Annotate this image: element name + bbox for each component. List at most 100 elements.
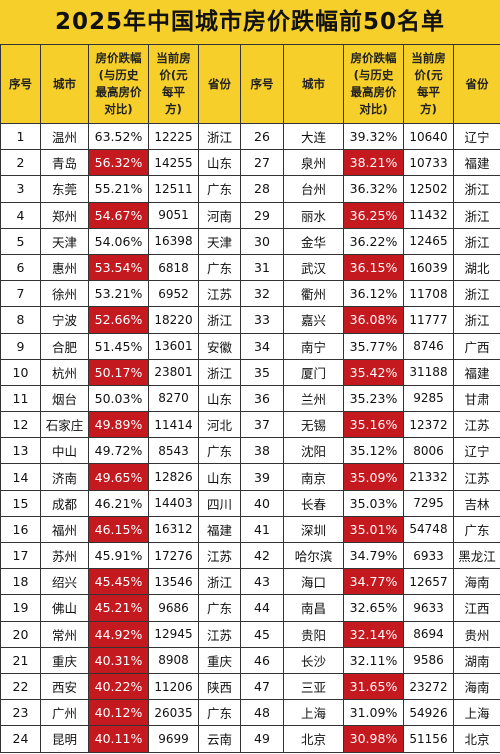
city-cell: 济南 [40, 463, 89, 491]
column-header: 房价跌幅(与历史最高房价对比) [343, 44, 404, 124]
rank-cell: 3 [0, 175, 41, 203]
city-cell: 宁波 [40, 306, 89, 334]
province-cell: 浙江 [453, 306, 500, 334]
decline-cell: 40.22% [88, 672, 149, 701]
province-cell: 海南 [453, 568, 500, 596]
rank-cell: 41 [240, 515, 284, 544]
city-cell: 郑州 [40, 201, 89, 229]
province-cell: 陕西 [198, 672, 241, 701]
rank-cell: 36 [240, 384, 284, 413]
price-cell: 9586 [403, 646, 454, 674]
decline-cell: 49.89% [88, 411, 149, 439]
price-cell: 54748 [403, 515, 454, 544]
price-cell: 16398 [148, 227, 199, 255]
price-cell: 23801 [148, 358, 199, 386]
province-cell: 浙江 [198, 358, 241, 386]
price-cell: 13601 [148, 332, 199, 360]
price-cell: 11432 [403, 201, 454, 229]
decline-cell: 52.66% [88, 306, 149, 334]
province-cell: 黑龙江 [453, 541, 500, 570]
column-header: 城市 [40, 44, 89, 124]
decline-cell: 45.21% [88, 594, 149, 622]
city-cell: 泉州 [283, 149, 344, 177]
province-cell: 重庆 [198, 646, 241, 674]
rank-cell: 11 [0, 384, 41, 413]
rank-cell: 32 [240, 280, 284, 308]
decline-cell: 49.65% [88, 463, 149, 491]
city-cell: 金华 [283, 227, 344, 255]
rank-cell: 48 [240, 699, 284, 727]
province-cell: 安徽 [198, 332, 241, 360]
table-row: 1 温州 63.52% 12225 浙江 26 大连 39.32% 10640 辽宁 [0, 122, 500, 151]
rank-cell: 42 [240, 541, 284, 570]
decline-cell: 31.65% [343, 672, 404, 701]
table-row: 11 烟台 50.03% 8270 山东 36 兰州 35.23% 9285 甘肃 [0, 384, 500, 413]
city-cell: 厦门 [283, 358, 344, 386]
column-header: 省份 [198, 44, 241, 124]
table-row: 15 成都 46.21% 14403 四川 40 长春 35.03% 7295 吉林 [0, 489, 500, 517]
city-cell: 深圳 [283, 515, 344, 544]
price-cell: 13546 [148, 568, 199, 596]
city-cell: 青岛 [40, 149, 89, 177]
decline-cell: 44.92% [88, 620, 149, 648]
price-cell: 6952 [148, 280, 199, 308]
city-cell: 常州 [40, 620, 89, 648]
province-cell: 北京 [453, 725, 500, 753]
city-cell: 三亚 [283, 672, 344, 701]
province-cell: 福建 [453, 149, 500, 177]
rank-cell: 18 [0, 568, 41, 596]
city-cell: 嘉兴 [283, 306, 344, 334]
rank-cell: 13 [0, 437, 41, 465]
table-row: 7 徐州 53.21% 6952 江苏 32 衢州 36.12% 11708 浙江 [0, 280, 500, 308]
price-cell: 54926 [403, 699, 454, 727]
rank-cell: 19 [0, 594, 41, 622]
decline-cell: 50.17% [88, 358, 149, 386]
column-header: 房价跌幅(与历史最高房价对比) [88, 44, 149, 124]
price-cell: 11708 [403, 280, 454, 308]
price-cell: 8006 [403, 437, 454, 465]
price-cell: 12657 [403, 568, 454, 596]
price-cell: 8746 [403, 332, 454, 360]
rank-cell: 16 [0, 515, 41, 544]
rank-cell: 8 [0, 306, 41, 334]
decline-cell: 35.12% [343, 437, 404, 465]
rank-cell: 26 [240, 122, 284, 151]
decline-cell: 54.67% [88, 201, 149, 229]
price-cell: 8543 [148, 437, 199, 465]
table-row: 21 重庆 40.31% 8908 重庆 46 长沙 32.11% 9586 湖南 [0, 646, 500, 674]
city-cell: 北京 [283, 725, 344, 753]
province-cell: 湖南 [453, 646, 500, 674]
table-row: 12 石家庄 49.89% 11414 河北 37 无锡 35.16% 12372 江苏 [0, 411, 500, 439]
price-cell: 12372 [403, 411, 454, 439]
rank-cell: 47 [240, 672, 284, 701]
rank-cell: 43 [240, 568, 284, 596]
province-cell: 福建 [453, 358, 500, 386]
province-cell: 浙江 [453, 280, 500, 308]
province-cell: 湖北 [453, 253, 500, 282]
rank-cell: 23 [0, 699, 41, 727]
decline-cell: 30.98% [343, 725, 404, 753]
table-body: 1 温州 63.52% 12225 浙江 26 大连 39.32% 10640 辽宁 2 青岛 56.3… [0, 122, 500, 753]
decline-cell: 56.32% [88, 149, 149, 177]
price-cell: 12465 [403, 227, 454, 255]
table-row: 10 杭州 50.17% 23801 浙江 35 厦门 35.42% 31188 福建 [0, 358, 500, 386]
decline-cell: 63.52% [88, 122, 149, 151]
province-cell: 山东 [198, 149, 241, 177]
rank-cell: 44 [240, 594, 284, 622]
rank-cell: 49 [240, 725, 284, 753]
city-cell: 长春 [283, 489, 344, 517]
city-cell: 贵阳 [283, 620, 344, 648]
province-cell: 辽宁 [453, 122, 500, 151]
decline-cell: 46.21% [88, 489, 149, 517]
city-cell: 惠州 [40, 253, 89, 282]
decline-cell: 36.12% [343, 280, 404, 308]
price-cell: 51156 [403, 725, 454, 753]
province-cell: 江苏 [453, 463, 500, 491]
province-cell: 广东 [198, 699, 241, 727]
rank-cell: 20 [0, 620, 41, 648]
decline-cell: 45.45% [88, 568, 149, 596]
price-cell: 6818 [148, 253, 199, 282]
price-cell: 12502 [403, 175, 454, 203]
city-cell: 成都 [40, 489, 89, 517]
city-cell: 台州 [283, 175, 344, 203]
